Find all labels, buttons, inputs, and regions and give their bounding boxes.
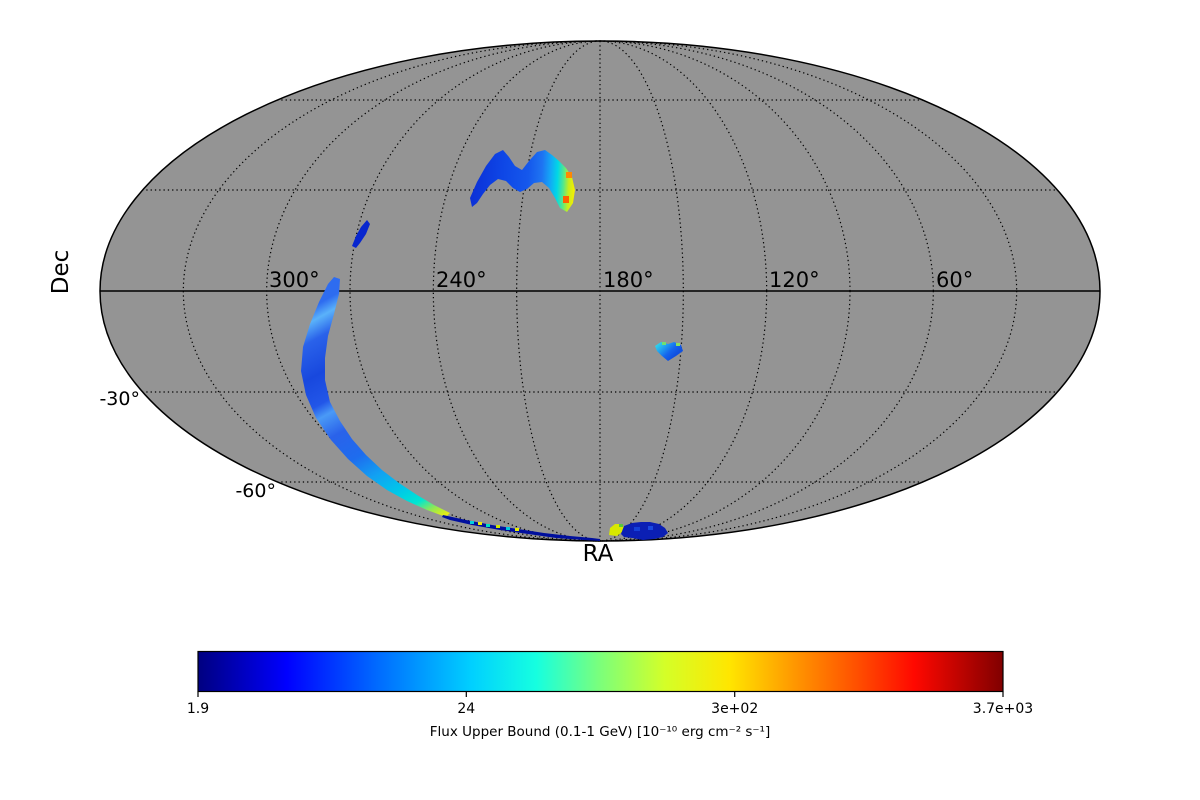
ra-tick-label-300: 300° bbox=[269, 268, 320, 292]
region-central-spot-green-speck-2 bbox=[676, 343, 680, 346]
colorbar-ticks bbox=[197, 691, 1004, 697]
colorbar-tick-label-2: 24 bbox=[457, 701, 475, 717]
region-northern-band-orange-speck-2 bbox=[563, 196, 569, 203]
flux-regions bbox=[301, 150, 683, 541]
ra-tick-label-120: 120° bbox=[769, 268, 820, 292]
region-northern-band bbox=[470, 150, 575, 212]
streak-speck-cyan-1 bbox=[470, 521, 474, 524]
streak-speck-cyan-2 bbox=[486, 524, 490, 527]
ra-tick-label-60: 60° bbox=[936, 268, 973, 292]
region-south-east-clump-light-speck-1 bbox=[634, 527, 640, 531]
colorbar-tick-labels: 1.9 24 3e+02 3.7e+03 bbox=[187, 701, 1033, 717]
colorbar-tick-label-4: 3.7e+03 bbox=[973, 701, 1033, 717]
streak-speck-yellow-2 bbox=[496, 525, 500, 528]
colorbar: 1.9 24 3e+02 3.7e+03 Flux Upper Bound (0… bbox=[187, 650, 1033, 740]
region-south-east-clump-light-speck-2 bbox=[648, 526, 653, 530]
ra-tick-label-240: 240° bbox=[436, 268, 487, 292]
colorbar-tick-label-1: 1.9 bbox=[187, 701, 209, 717]
streak-speck-yellow-3 bbox=[515, 528, 519, 531]
region-south-east-clump-blue bbox=[621, 522, 668, 540]
sky-map: 300° 240° 180° 120° 60° -30° -60° Dec RA bbox=[48, 40, 1101, 567]
region-south-east-clump-green-speck bbox=[619, 524, 623, 527]
region-central-spot bbox=[655, 342, 683, 361]
region-northern-spur bbox=[352, 220, 370, 248]
colorbar-tick-label-3: 3e+02 bbox=[711, 701, 758, 717]
ra-tick-label-180: 180° bbox=[603, 268, 654, 292]
colorbar-axis-label: Flux Upper Bound (0.1-1 GeV) [10⁻¹⁰ erg … bbox=[430, 724, 770, 740]
region-central-spot-green-speck-1 bbox=[662, 342, 666, 345]
streak-speck-cyan-3 bbox=[506, 527, 510, 530]
region-south-polar-streak bbox=[442, 515, 600, 541]
streak-speck-yellow-1 bbox=[478, 522, 482, 525]
dec-tick-label-minus60: -60° bbox=[235, 480, 276, 502]
dec-axis-label: Dec bbox=[48, 250, 74, 295]
colorbar-gradient-bar bbox=[197, 650, 1004, 693]
region-northern-band-orange-speck-1 bbox=[566, 172, 572, 178]
ra-tick-labels: 300° 240° 180° 120° 60° bbox=[269, 268, 973, 292]
region-western-arc bbox=[301, 277, 450, 517]
ra-axis-label: RA bbox=[583, 541, 614, 567]
region-south-polar-streak-specks bbox=[470, 521, 519, 531]
dec-tick-label-minus30: -30° bbox=[99, 388, 140, 410]
dec-tick-labels: -30° -60° bbox=[99, 388, 276, 502]
